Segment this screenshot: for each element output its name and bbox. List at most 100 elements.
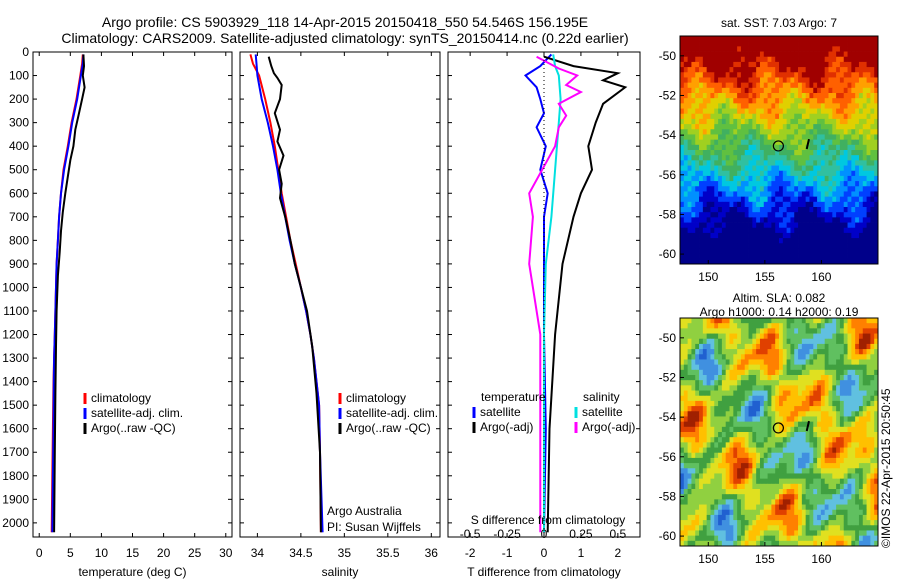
x-tick-label: -2: [465, 546, 476, 560]
heatmap-cell: [866, 540, 871, 547]
heatmap-cell: [710, 463, 715, 469]
heatmap-cell: [721, 46, 727, 52]
heatmap-cell: [714, 530, 719, 537]
heatmap-cell: [832, 258, 837, 265]
heatmap-cell: [858, 113, 864, 120]
heatmap-cell: [843, 395, 848, 402]
heatmap-cell: [836, 77, 841, 84]
heatmap-cell: [817, 196, 822, 203]
heatmap-cell: [775, 134, 780, 141]
heatmap-cell: [779, 46, 784, 52]
heatmap-cell: [847, 196, 852, 203]
heatmap-cell: [767, 103, 772, 109]
heatmap-cell: [759, 483, 765, 490]
heatmap-cell: [794, 369, 799, 376]
heatmap-cell: [858, 77, 864, 84]
heatmap-cell: [832, 201, 837, 208]
heatmap-cell: [767, 98, 772, 104]
heatmap-cell: [752, 447, 757, 454]
heatmap-cell: [752, 395, 757, 402]
heatmap-cell: [839, 406, 845, 412]
heatmap-cell: [874, 77, 879, 84]
heatmap-cell: [710, 212, 715, 218]
heatmap-cell: [858, 129, 864, 135]
heatmap-cell: [794, 478, 799, 485]
heatmap-cell: [702, 400, 708, 407]
heatmap-cell: [721, 87, 727, 94]
heatmap-cell: [756, 46, 761, 52]
heatmap-cell: [680, 46, 685, 52]
heatmap-cell: [862, 338, 867, 345]
heatmap-cell: [779, 483, 784, 490]
heatmap-cell: [805, 333, 810, 340]
heatmap-cell: [843, 421, 848, 428]
heatmap-cell: [763, 165, 768, 172]
heatmap-cell: [702, 150, 708, 156]
heatmap-cell: [740, 437, 746, 443]
heatmap-cell: [680, 118, 685, 125]
heatmap-cell: [691, 118, 696, 125]
heatmap-cell: [725, 478, 730, 485]
heatmap-cell: [687, 118, 692, 125]
heatmap-cell: [695, 525, 700, 531]
heatmap-cell: [733, 191, 738, 198]
heatmap-cell: [710, 514, 715, 521]
heatmap-cell: [721, 108, 727, 115]
heatmap-cell: [851, 509, 856, 516]
heatmap-cell: [836, 212, 841, 218]
heatmap-cell: [824, 400, 829, 407]
heatmap-cell: [813, 56, 818, 63]
heatmap-cell: [801, 426, 807, 433]
heatmap-cell: [687, 369, 692, 376]
heatmap-cell: [691, 160, 696, 166]
heatmap-cell: [759, 343, 765, 350]
heatmap-cell: [824, 46, 829, 52]
heatmap-cell: [828, 442, 833, 448]
heatmap-cell: [824, 468, 829, 474]
heatmap-cell: [779, 207, 784, 213]
heatmap-cell: [839, 343, 845, 350]
heatmap-cell: [748, 113, 753, 120]
heatmap-cell: [714, 36, 719, 42]
heatmap-cell: [847, 181, 852, 187]
heatmap-cell: [729, 400, 734, 407]
heatmap-cell: [714, 421, 719, 428]
heatmap-cell: [862, 525, 867, 531]
heatmap-cell: [798, 514, 803, 521]
heatmap-cell: [798, 354, 803, 360]
heatmap-cell: [851, 525, 856, 531]
heatmap-cell: [813, 87, 818, 94]
heatmap-cell: [870, 139, 875, 146]
heatmap-cell: [782, 134, 788, 141]
heatmap-cell: [748, 67, 753, 73]
heatmap-cell: [866, 144, 871, 151]
heatmap-cell: [866, 222, 871, 229]
heatmap-cell: [794, 56, 799, 63]
heatmap-cell: [858, 118, 864, 125]
heatmap-cell: [775, 139, 780, 146]
heatmap-cell: [714, 535, 719, 542]
heatmap-cell: [737, 328, 742, 334]
temperature-profile-chart: 0100200300400500600700800900100011001200…: [2, 45, 232, 579]
heatmap-cell: [683, 359, 689, 366]
heatmap-cell: [752, 421, 757, 428]
heatmap-cell: [851, 196, 856, 203]
argo-position-marker: [772, 140, 784, 152]
heatmap-cell: [683, 416, 689, 423]
heatmap-cell: [683, 56, 689, 63]
heatmap-cell: [729, 473, 734, 480]
heatmap-cell: [759, 442, 765, 448]
heatmap-cell: [798, 457, 803, 464]
heatmap-cell: [786, 323, 791, 329]
heatmap-cell: [706, 248, 711, 255]
heatmap-cell: [695, 238, 700, 244]
heatmap-cell: [767, 457, 772, 464]
heatmap-cell: [809, 227, 814, 234]
heatmap-cell: [786, 82, 791, 89]
heatmap-cell: [805, 452, 810, 459]
heatmap-cell: [805, 514, 810, 521]
heatmap-cell: [809, 232, 814, 239]
heatmap-cell: [680, 201, 685, 208]
heatmap-cell: [733, 395, 738, 402]
heatmap-cell: [824, 447, 829, 454]
